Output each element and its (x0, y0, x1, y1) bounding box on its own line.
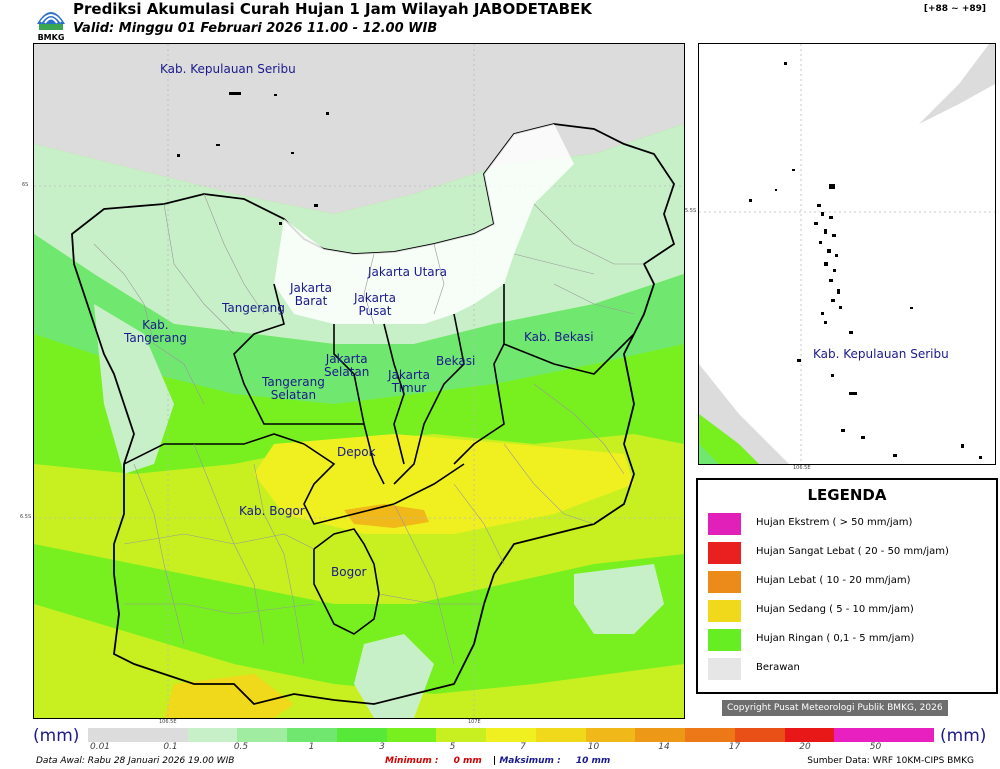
color-scale-bar (88, 728, 935, 742)
legend-swatch (708, 542, 741, 564)
scale-tick-label: 0.1 (163, 742, 178, 752)
min-max-summary: Minimum : 0 mm | Maksimum : 10 mm (385, 756, 610, 766)
legend-label: Hujan Sangat Lebat ( 20 - 50 mm/jam) (756, 546, 949, 557)
legend-label: Hujan Lebat ( 10 - 20 mm/jam) (756, 575, 911, 586)
legend-label: Hujan Ekstrem ( > 50 mm/jam) (756, 517, 913, 528)
scale-tick-label: 10 (587, 742, 600, 752)
region-label: Tangerang (222, 301, 285, 315)
region-label: Tangerang Selatan (262, 375, 325, 402)
page-title: Prediksi Akumulasi Curah Hujan 1 Jam Wil… (73, 0, 592, 18)
scale-segment (436, 728, 487, 742)
copyright-notice: Copyright Pusat Meteorologi Publik BMKG,… (722, 700, 948, 716)
data-awal: Data Awal: Rabu 28 Januari 2026 19.00 WI… (36, 756, 235, 766)
scale-segment (386, 728, 437, 742)
legend-item-berawan: Berawan (708, 658, 988, 680)
scale-segment (486, 728, 536, 742)
inset-map-kepulauan-seribu[interactable]: 5.5S 106.5E Kab. Kepulauan Seribu (685, 43, 996, 471)
legend-swatch (708, 629, 741, 651)
region-label: Depok (337, 445, 376, 459)
min-value: 0 mm (453, 756, 482, 766)
scale-segment (237, 728, 288, 742)
legend-item-lebat: Hujan Lebat ( 10 - 20 mm/jam) (708, 571, 988, 593)
scale-tick-label: 17 (728, 742, 741, 752)
legend-swatch (708, 571, 741, 593)
scale-tick-label: 0.01 (89, 742, 111, 752)
lat-label-bottom: 6.5S (20, 514, 32, 520)
max-label: Maksimum : (499, 756, 561, 766)
region-label: Kab. Tangerang (124, 318, 187, 345)
region-label: Kab. Bekasi (524, 330, 594, 344)
min-label: Minimum : (385, 756, 439, 766)
validity-time: Valid: Minggu 01 Februari 2026 11.00 - 1… (73, 21, 438, 36)
scale-tick-label: 0.5 (233, 742, 249, 752)
legend-swatch (708, 658, 741, 680)
scale-segment (535, 728, 586, 742)
legend-title: LEGENDA (807, 486, 887, 504)
legend-item-sangat-lebat: Hujan Sangat Lebat ( 20 - 50 mm/jam) (708, 542, 988, 564)
region-label: Jakarta Utara (368, 265, 447, 279)
scale-segment (734, 728, 785, 742)
scale-segment (287, 728, 337, 742)
scale-tick-label: 50 (869, 742, 882, 752)
inset-region-label: Kab. Kepulauan Seribu (813, 347, 949, 361)
legend-label: Hujan Sedang ( 5 - 10 mm/jam) (756, 604, 914, 615)
scale-unit-right: (mm) (940, 726, 987, 746)
region-label: Jakarta Pusat (354, 291, 396, 318)
max-value: 10 mm (575, 756, 611, 766)
forecast-code: [+88 ~ +89] (923, 4, 986, 14)
scale-segment (685, 728, 735, 742)
separator: | (492, 756, 497, 766)
legend-item-sedang: Hujan Sedang ( 5 - 10 mm/jam) (708, 600, 988, 622)
scale-segment (336, 728, 387, 742)
scale-segment (884, 728, 935, 742)
main-rainfall-map[interactable]: 6S 6.5S 106.5E 107E Kab. Kepulauan Serib… (20, 43, 685, 725)
scale-segment (88, 728, 138, 742)
bmkg-logo: BMKG (33, 2, 69, 44)
data-source: Sumber Data: WRF 10KM-CIPS BMKG (807, 756, 974, 766)
region-label: Bekasi (436, 354, 476, 368)
region-label: Kab. Bogor (239, 504, 305, 518)
inset-lat-label: 5.5S (685, 208, 697, 214)
scale-unit-left: (mm) (33, 726, 80, 746)
scale-tick-label: 20 (799, 742, 811, 752)
scale-segment (137, 728, 188, 742)
region-label: Kab. Kepulauan Seribu (160, 62, 296, 76)
scale-tick-label: 5 (449, 742, 456, 752)
scale-tick-label: 14 (658, 742, 670, 752)
lon-label-right: 107E (468, 719, 481, 725)
region-label: Jakarta Selatan (324, 352, 370, 379)
legend-swatch (708, 600, 741, 622)
legend-label: Berawan (756, 662, 800, 673)
scale-segment (784, 728, 835, 742)
scale-segment (834, 728, 885, 742)
scale-tick-label: 3 (379, 742, 385, 752)
legend-item-ringan: Hujan Ringan ( 0,1 - 5 mm/jam) (708, 629, 988, 651)
svg-text:BMKG: BMKG (38, 33, 65, 42)
scale-tick-label: 1 (308, 742, 315, 752)
legend-panel: LEGENDA Hujan Ekstrem ( > 50 mm/jam) Huj… (696, 478, 998, 694)
region-label: Jakarta Timur (388, 368, 430, 395)
scale-segment (635, 728, 686, 742)
region-label: Jakarta Barat (290, 281, 332, 308)
legend-label: Hujan Ringan ( 0,1 - 5 mm/jam) (756, 633, 915, 644)
scale-segment (585, 728, 636, 742)
legend-item-ekstrem: Hujan Ekstrem ( > 50 mm/jam) (708, 513, 988, 535)
scale-segment (187, 728, 238, 742)
lon-label-left: 106.5E (159, 719, 177, 725)
scale-tick-label: 7 (520, 742, 526, 752)
region-label: Bogor (331, 565, 367, 579)
lat-label-top: 6S (22, 182, 29, 188)
legend-swatch (708, 513, 741, 535)
inset-lon-label: 106.5E (793, 465, 811, 471)
